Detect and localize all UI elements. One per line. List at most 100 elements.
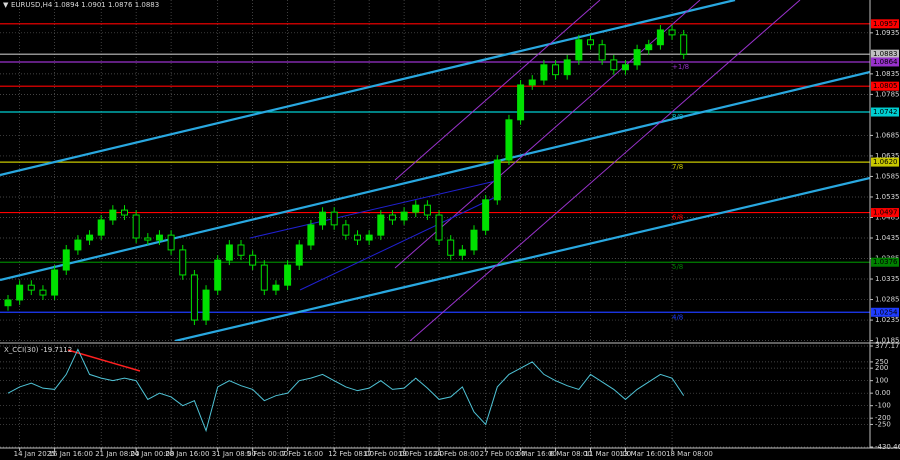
indicator-line (7, 348, 685, 433)
candle-body (214, 259, 222, 291)
candle-body (190, 274, 198, 321)
x-tick-label: 14 Jan 2025 (14, 450, 56, 458)
candle-body (621, 64, 629, 71)
y-tick-label: 1.0685 (875, 131, 900, 139)
level-box (871, 49, 899, 59)
x-tick-label: 11 Mar 00:00 (585, 450, 632, 458)
candle-body (517, 84, 525, 121)
x-tick-label: 21 Jan 08:00 (95, 450, 139, 458)
candle-body (319, 211, 327, 226)
y-tick-label: 1.0185 (875, 337, 900, 345)
level-box (871, 81, 899, 91)
y-tick-label: 1.0335 (875, 275, 900, 283)
candle-body (493, 159, 501, 201)
indicator-title: X_CCI(30) -19.7112 (4, 346, 72, 354)
x-tick-label: 28 Jan 16:00 (165, 450, 209, 458)
candle-body (435, 214, 443, 241)
candle-body (388, 214, 396, 221)
candle-body (62, 249, 70, 271)
candle-body (284, 264, 292, 286)
candle-body (330, 211, 338, 226)
candle-body (74, 239, 82, 251)
candle-body (249, 254, 257, 266)
y-tick-label: 250 (875, 358, 888, 366)
x-tick-label: 17 Feb 00:00 (363, 450, 409, 458)
candle-body (260, 264, 268, 291)
candle-body (225, 244, 233, 261)
candle-body (365, 234, 373, 241)
level-box (871, 208, 899, 218)
trend-lines (0, 0, 870, 341)
level-label: 1.0376 (873, 258, 898, 266)
candle-body (86, 234, 94, 241)
y-tick-label: -430.4654 (875, 443, 900, 451)
level-label: 1.0883 (873, 50, 898, 58)
y-tick-label: 1.0635 (875, 152, 900, 160)
candle-body (540, 64, 548, 81)
candle-body (377, 214, 385, 236)
y-tick-label: -250 (875, 420, 891, 428)
candle-body (563, 59, 571, 76)
y-tick-label: 200 (875, 364, 888, 372)
y-tick-label: 100 (875, 377, 888, 385)
level-label: 1.0957 (873, 20, 898, 28)
level-label: 1.0864 (873, 58, 898, 66)
y-tick-label: 1.0785 (875, 90, 900, 98)
level-box (871, 257, 899, 267)
candle-body (109, 209, 117, 221)
candle-body (4, 299, 12, 307)
x-tick-label: 13 Mar 16:00 (619, 450, 666, 458)
candle-body (645, 44, 653, 51)
candle-body (458, 249, 466, 256)
x-tick-label: 3 Mar 16:00 (515, 450, 557, 458)
level-box (871, 19, 899, 29)
y-tick-label: -200 (875, 414, 891, 422)
candle-body (447, 239, 455, 256)
level-label: 1.0742 (873, 108, 898, 116)
candle-body (587, 39, 594, 46)
candle-body (27, 284, 35, 291)
level-tag: +1/8 (672, 63, 689, 71)
x-tick-label: 24 Jan 00:00 (130, 450, 174, 458)
level-label: 1.0620 (873, 158, 898, 166)
candle-body (528, 79, 536, 86)
candle-body (121, 209, 128, 216)
y-tick-label: -100 (875, 402, 891, 410)
level-label: 1.0497 (873, 209, 898, 217)
candle-body (575, 39, 583, 61)
candle-body (400, 211, 408, 221)
y-tick-label: 1.0435 (875, 234, 900, 242)
arrow-icon: ▼ (3, 1, 9, 9)
y-tick-label: 1.0835 (875, 70, 900, 78)
y-tick-label: 377.1776 (875, 342, 900, 350)
candle-body (633, 49, 641, 66)
candle-body (552, 64, 560, 76)
x-tick-label: 5 Feb 00:00 (247, 450, 288, 458)
candle-body (132, 214, 140, 239)
level-tag: 4/8 (672, 313, 683, 321)
x-tick-label: 24 Feb 08:00 (433, 450, 479, 458)
level-label: 1.0254 (873, 308, 898, 316)
candle-body (354, 234, 361, 241)
candle-body (97, 219, 105, 236)
candle-body (656, 29, 664, 46)
candle-body (610, 59, 618, 71)
x-tick-label: 7 Feb 16:00 (282, 450, 323, 458)
x-tick-label: 19 Feb 16:00 (398, 450, 444, 458)
candle-body (342, 224, 350, 236)
candle-body (412, 204, 420, 213)
candle-body (179, 249, 187, 276)
candle-body (423, 204, 431, 216)
candle-body (51, 269, 59, 296)
candle-body (598, 44, 606, 61)
candle-body (482, 199, 490, 231)
x-tick-label: 16 Jan 16:00 (49, 450, 93, 458)
x-tick-label: 12 Feb 08:00 (328, 450, 374, 458)
level-tag: 5/8 (672, 263, 683, 271)
y-tick-label: 1.0485 (875, 213, 900, 221)
candle-body (295, 244, 303, 266)
y-tick-label: 1.0585 (875, 172, 900, 180)
candle-body (470, 229, 478, 251)
candle-body (155, 234, 163, 241)
candle-body (668, 29, 676, 36)
